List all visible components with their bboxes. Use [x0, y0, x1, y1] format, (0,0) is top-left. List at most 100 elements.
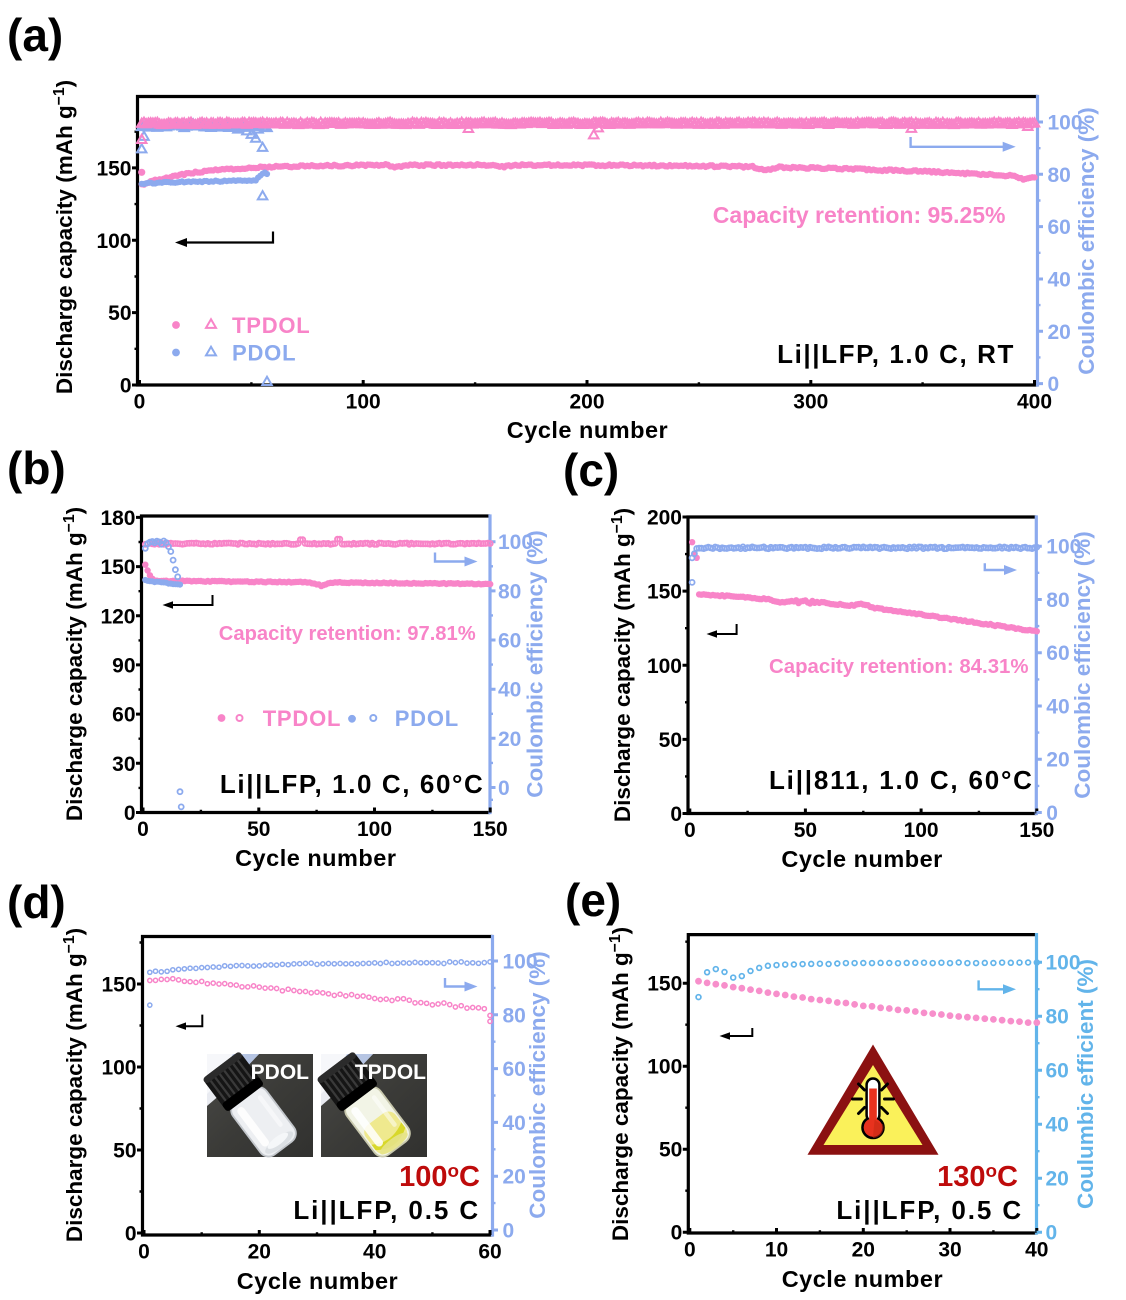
svg-text:Coulombic efficiency (%): Coulombic efficiency (%): [1074, 107, 1099, 375]
svg-text:30: 30: [112, 753, 135, 776]
svg-text:Cycle number: Cycle number: [781, 846, 942, 872]
svg-text:Capacity retention: 95.25%: Capacity retention: 95.25%: [713, 202, 1006, 228]
svg-text:60: 60: [1046, 1060, 1069, 1083]
svg-text:TPDOL: TPDOL: [232, 313, 311, 338]
svg-text:60: 60: [112, 704, 135, 727]
svg-text:20: 20: [1046, 1168, 1069, 1191]
svg-text:0: 0: [124, 802, 136, 825]
svg-text:Li||LFP, 1.0 C, 60°C: Li||LFP, 1.0 C, 60°C: [220, 769, 485, 799]
svg-text:0: 0: [498, 777, 510, 800]
svg-text:100: 100: [647, 1056, 682, 1079]
svg-text:PDOL: PDOL: [232, 341, 296, 366]
svg-text:60: 60: [1046, 642, 1069, 665]
svg-text:(e): (e): [565, 874, 621, 926]
svg-text:PDOL: PDOL: [395, 706, 459, 731]
svg-text:0: 0: [671, 1222, 683, 1245]
svg-text:Li||811, 1.0 C, 60°C: Li||811, 1.0 C, 60°C: [769, 765, 1034, 795]
svg-text:100: 100: [346, 391, 381, 414]
svg-text:Discharge capacity (mAh g−1): Discharge capacity (mAh g−1): [51, 80, 77, 394]
svg-text:80: 80: [1046, 589, 1069, 612]
svg-text:150: 150: [647, 973, 682, 996]
svg-text:TPDOL: TPDOL: [263, 706, 342, 731]
svg-text:60: 60: [503, 1058, 526, 1081]
svg-text:Li||LFP, 0.5 C: Li||LFP, 0.5 C: [836, 1195, 1023, 1225]
svg-text:Li||LFP, 1.0 C, RT: Li||LFP, 1.0 C, RT: [777, 339, 1015, 369]
svg-text:Discharge capacity (mAh g−1): Discharge capacity (mAh g−1): [61, 507, 87, 821]
svg-text:Coulombic efficiency (%): Coulombic efficiency (%): [1070, 531, 1095, 799]
svg-text:20: 20: [852, 1239, 875, 1262]
svg-text:Coulombic efficiency (%): Coulombic efficiency (%): [525, 951, 550, 1219]
svg-text:20: 20: [248, 1241, 271, 1264]
svg-text:10: 10: [765, 1239, 788, 1262]
svg-text:300: 300: [793, 391, 828, 414]
svg-text:90: 90: [112, 654, 135, 677]
svg-text:80: 80: [1048, 164, 1071, 187]
svg-text:Coulombic efficiency (%): Coulombic efficiency (%): [523, 530, 548, 798]
svg-text:100: 100: [1048, 112, 1083, 135]
svg-text:50: 50: [247, 818, 270, 841]
svg-text:80: 80: [498, 580, 521, 603]
svg-text:Cycle number: Cycle number: [507, 417, 668, 443]
svg-text:40: 40: [503, 1112, 526, 1135]
svg-text:50: 50: [108, 302, 131, 325]
svg-text:0: 0: [137, 818, 149, 841]
svg-text:(d): (d): [7, 876, 66, 928]
svg-text:0: 0: [670, 803, 682, 826]
svg-text:150: 150: [101, 974, 136, 997]
svg-text:100: 100: [503, 951, 538, 974]
svg-text:PDOL: PDOL: [251, 1061, 310, 1084]
svg-text:100: 100: [1046, 536, 1081, 559]
svg-text:(c): (c): [563, 444, 619, 496]
svg-text:50: 50: [659, 729, 682, 752]
svg-text:150: 150: [100, 556, 135, 579]
svg-text:40: 40: [1025, 1239, 1048, 1262]
svg-text:20: 20: [1048, 321, 1071, 344]
svg-text:100: 100: [647, 655, 682, 678]
svg-text:Li||LFP, 0.5 C: Li||LFP, 0.5 C: [293, 1195, 480, 1225]
svg-text:180: 180: [100, 507, 135, 530]
svg-text:20: 20: [503, 1166, 526, 1189]
svg-text:30: 30: [938, 1239, 961, 1262]
svg-text:40: 40: [363, 1241, 386, 1264]
svg-text:40: 40: [1046, 1114, 1069, 1137]
svg-text:150: 150: [1019, 819, 1054, 842]
svg-text:400: 400: [1017, 391, 1052, 414]
svg-text:Cycle number: Cycle number: [235, 845, 396, 871]
svg-text:0: 0: [684, 819, 696, 842]
svg-text:60: 60: [1048, 216, 1071, 239]
svg-text:20: 20: [498, 728, 521, 751]
svg-text:Capacity retention: 97.81%: Capacity retention: 97.81%: [219, 623, 476, 645]
svg-text:200: 200: [569, 391, 604, 414]
svg-text:0: 0: [120, 375, 132, 398]
svg-text:120: 120: [100, 605, 135, 628]
svg-text:130oC: 130oC: [937, 1160, 1018, 1193]
svg-text:0: 0: [125, 1223, 137, 1246]
svg-text:0: 0: [1046, 1222, 1058, 1245]
svg-text:100oC: 100oC: [399, 1160, 480, 1193]
svg-text:100: 100: [101, 1057, 136, 1080]
svg-text:100: 100: [1046, 952, 1081, 975]
svg-text:Coulumbic efficient (%): Coulumbic efficient (%): [1073, 959, 1098, 1209]
svg-text:0: 0: [684, 1239, 696, 1262]
svg-text:40: 40: [1048, 269, 1071, 292]
svg-text:80: 80: [503, 1004, 526, 1027]
svg-text:50: 50: [113, 1140, 136, 1163]
svg-text:Cycle number: Cycle number: [237, 1268, 398, 1294]
svg-text:100: 100: [357, 818, 392, 841]
svg-text:0: 0: [503, 1220, 515, 1243]
svg-text:200: 200: [647, 507, 682, 530]
svg-text:50: 50: [794, 819, 817, 842]
svg-text:(b): (b): [7, 442, 66, 494]
svg-text:150: 150: [473, 818, 508, 841]
svg-text:60: 60: [498, 630, 521, 653]
svg-text:Discharge capacity (mAh g−1): Discharge capacity (mAh g−1): [61, 928, 87, 1242]
svg-text:Discharge capacity (mAh g−1): Discharge capacity (mAh g−1): [609, 508, 635, 822]
svg-text:0: 0: [138, 1241, 150, 1264]
svg-text:(a): (a): [7, 9, 63, 61]
svg-text:0: 0: [1048, 373, 1060, 396]
svg-text:TPDOL: TPDOL: [355, 1061, 426, 1084]
svg-text:80: 80: [1046, 1006, 1069, 1029]
svg-text:0: 0: [134, 391, 146, 414]
svg-text:100: 100: [96, 230, 131, 253]
svg-text:150: 150: [647, 581, 682, 604]
